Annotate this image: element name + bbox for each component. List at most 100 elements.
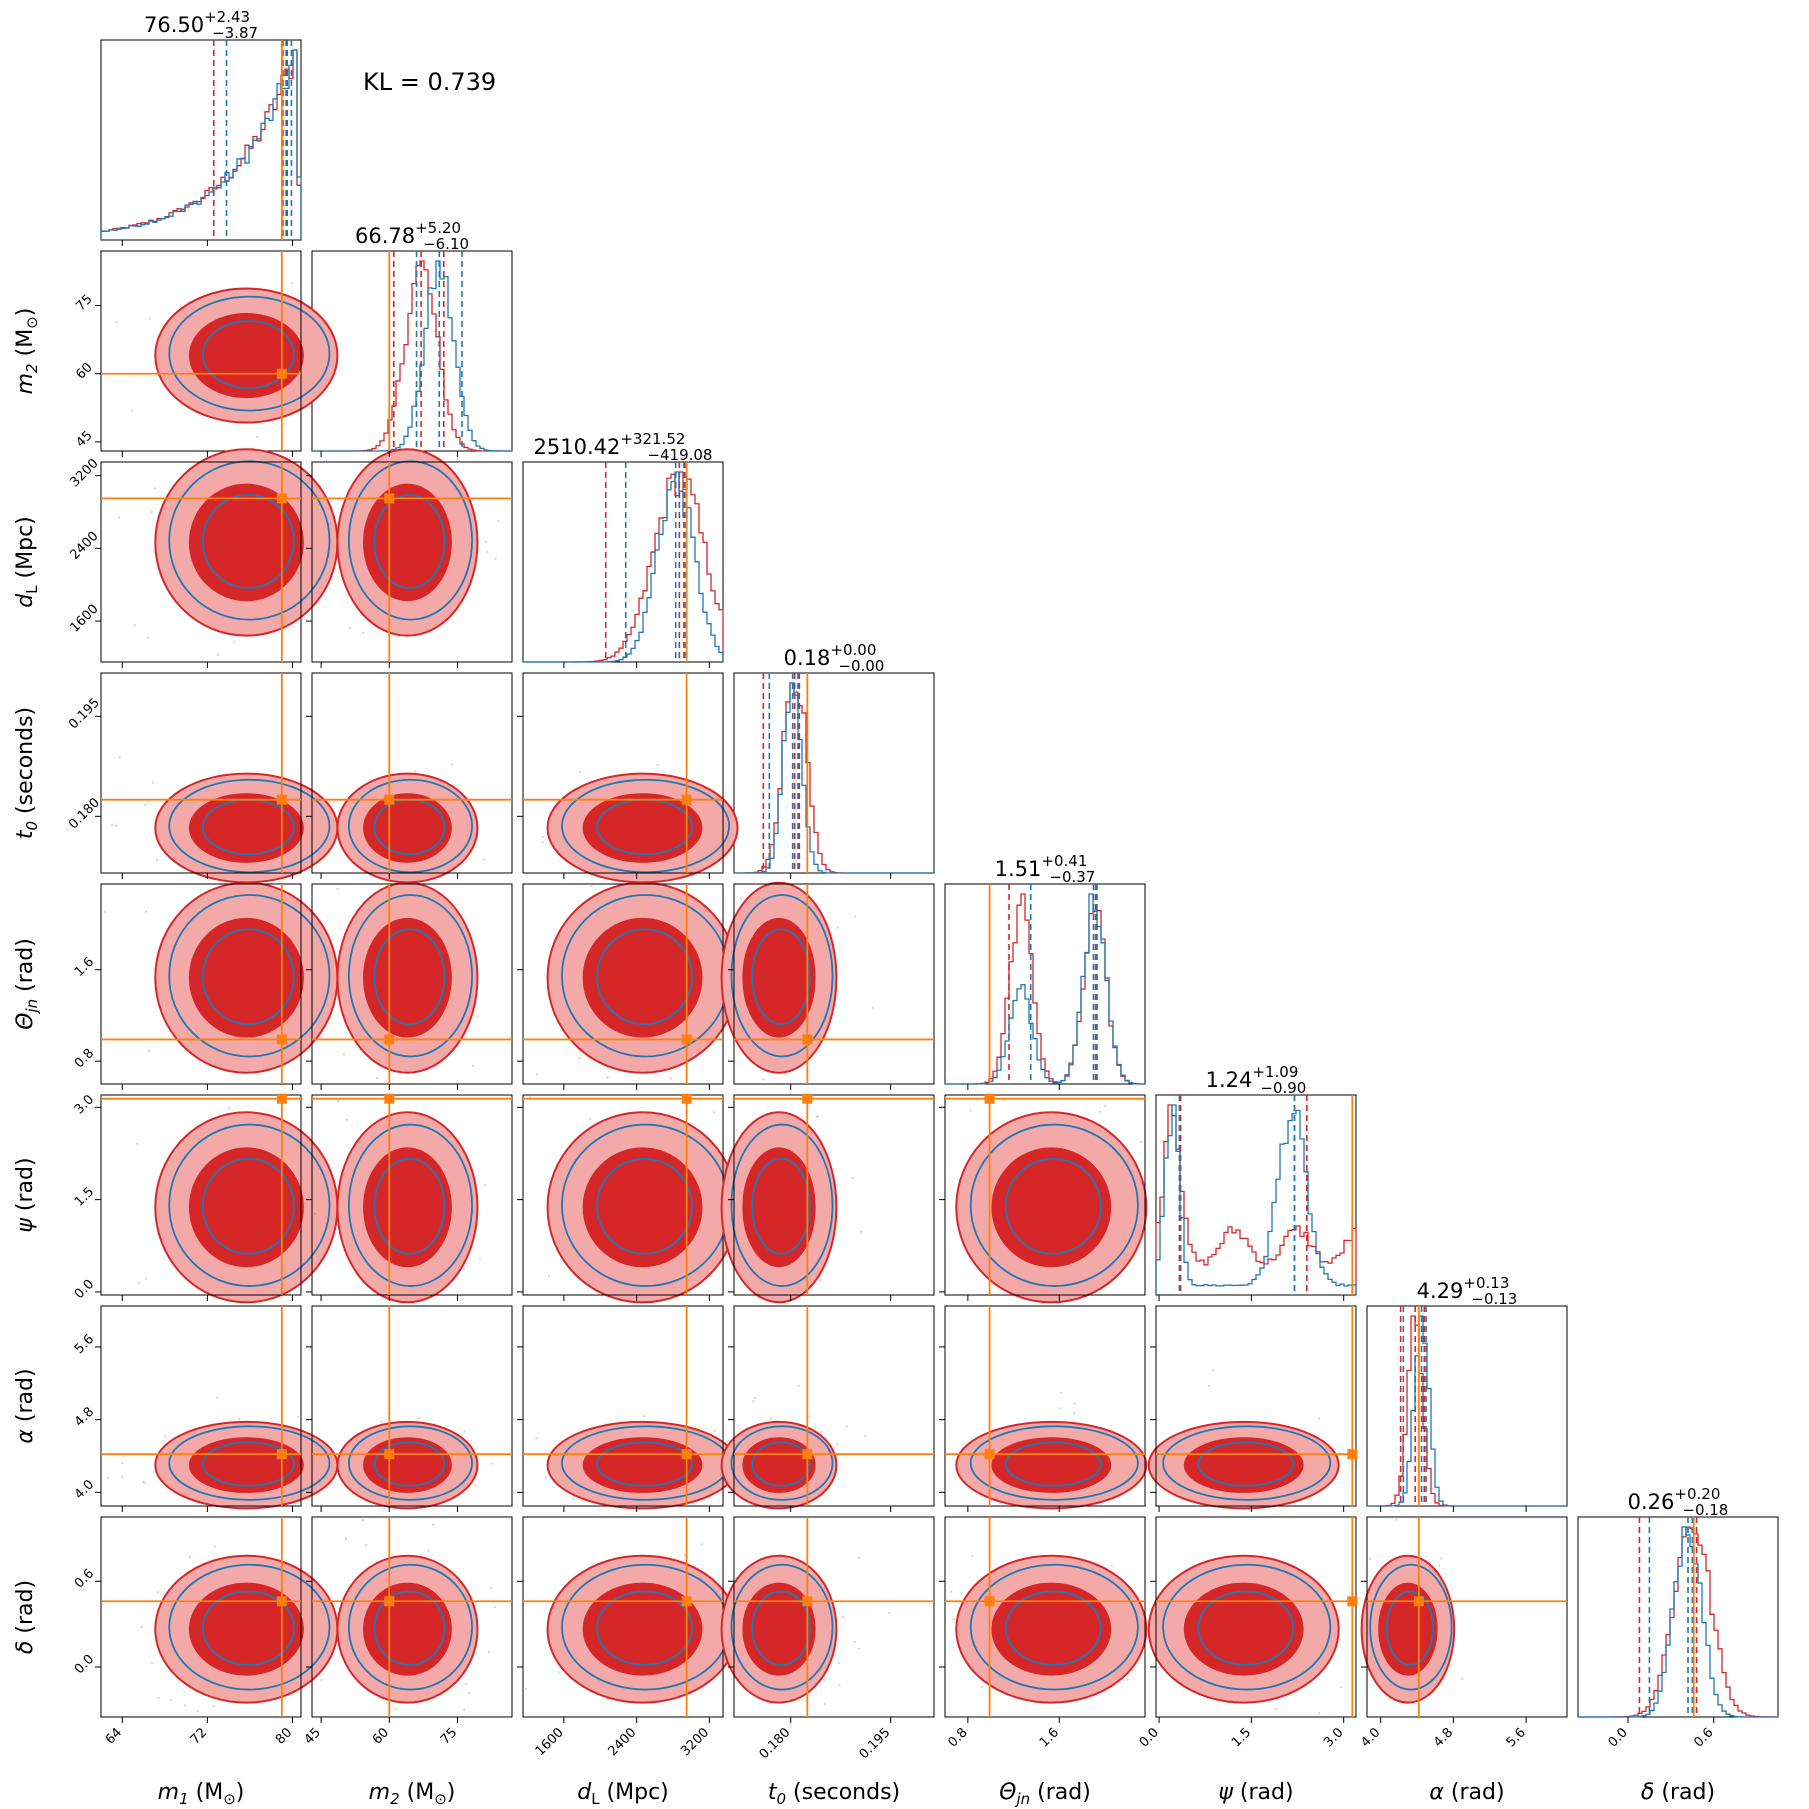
y-tick-label: 3.0 <box>72 1092 97 1117</box>
hist-panel-m1: 76.50+2.43 −3.87 <box>100 8 302 241</box>
x-tick-label: 4.8 <box>1431 1725 1456 1750</box>
truth-marker <box>384 794 395 805</box>
panel-title: 0.18+0.00 −0.00 <box>784 641 885 675</box>
sample-point <box>365 1543 368 1547</box>
y-tick-label: 1.6 <box>72 955 97 980</box>
y-axis-label-theta: Θjn (rad) <box>13 938 41 1030</box>
title-median: 76.50 <box>144 13 204 37</box>
truth-marker <box>1347 1596 1358 1607</box>
contour-outer-run-b <box>1162 1563 1332 1691</box>
histogram-run-a <box>100 49 302 240</box>
contour-inner-run-a <box>582 1147 703 1268</box>
title-minus: −0.18 <box>1682 1501 1728 1519</box>
scatter-panel-psi-vs-theta <box>944 1093 1148 1304</box>
truth-marker <box>384 1034 395 1045</box>
sample-point <box>950 1590 953 1593</box>
title-plus: +0.00 <box>830 641 876 659</box>
truth-marker <box>802 1596 813 1607</box>
axes-frame <box>100 1516 302 1718</box>
sample-point <box>836 993 839 997</box>
sample-point <box>683 1553 686 1557</box>
panel-title: 66.78+5.20 −6.10 <box>355 219 469 253</box>
scatter-panel-delta-vs-alpha <box>1360 1516 1568 1718</box>
sample-point <box>137 1282 141 1285</box>
scatter-panel-psi-vs-m1 <box>100 1093 339 1304</box>
axes-frame <box>1155 1305 1357 1507</box>
sample-point <box>888 1611 891 1615</box>
sample-point <box>348 626 352 630</box>
sample-point <box>589 1117 592 1121</box>
contour-inner-run-a <box>582 793 703 863</box>
truth-marker <box>384 1449 395 1460</box>
contour-outer-run-b <box>347 1563 473 1691</box>
truth-marker <box>802 1034 813 1045</box>
sample-point <box>1368 1557 1372 1560</box>
x-axis-label-psi: ψ (rad) <box>1218 1780 1293 1805</box>
truth-marker <box>1347 1449 1358 1460</box>
axes-frame <box>311 1516 513 1718</box>
sample-point <box>487 1650 491 1654</box>
contour-outer-run-b <box>1162 1425 1332 1501</box>
title-minus: −0.90 <box>1260 1079 1306 1097</box>
x-tick-label: 80 <box>273 1725 295 1747</box>
contour-outer-run-b <box>168 1123 331 1287</box>
y-tick-label: 1600 <box>68 602 102 636</box>
truth-marker <box>984 1093 995 1104</box>
sample-point <box>380 1420 383 1424</box>
contour-inner-run-b <box>1004 1157 1102 1255</box>
sample-point <box>156 1590 160 1594</box>
histogram-run-b <box>1578 1526 1778 1718</box>
contour-inner-run-a <box>188 313 304 399</box>
title-minus: −419.08 <box>647 446 712 464</box>
sample-point <box>1073 1411 1076 1415</box>
axes-frame <box>311 672 513 874</box>
scatter-panel-psi-vs-m2 <box>311 1093 513 1304</box>
axes-frame <box>311 461 513 663</box>
sample-point <box>1395 1518 1398 1521</box>
x-tick-label: 0.180 <box>757 1725 794 1762</box>
truth-marker <box>276 1093 287 1104</box>
scatter-panel-delta-vs-dL <box>522 1516 739 1718</box>
sample-point <box>146 636 150 640</box>
sample-point <box>656 763 659 767</box>
axes-frame <box>311 1305 513 1507</box>
title-minus: −3.87 <box>212 24 258 42</box>
contour-inner-run-a <box>742 1437 816 1493</box>
scatter-panel-delta-vs-psi <box>1147 1516 1358 1718</box>
title-median: 0.18 <box>784 646 831 670</box>
truth-marker <box>276 493 287 504</box>
panel-title: 1.51+0.41 −0.37 <box>995 852 1096 886</box>
axes-frame <box>522 1305 724 1507</box>
contour-outer-run-b <box>969 1123 1139 1287</box>
x-tick-label: 0.195 <box>857 1725 894 1762</box>
axes-frame <box>733 1516 935 1718</box>
sample-point <box>483 1183 487 1187</box>
panel-title: 0.26+0.20 −0.18 <box>1628 1485 1729 1519</box>
sample-point <box>823 1679 826 1682</box>
axes-frame <box>100 1305 302 1507</box>
sample-point <box>1207 1384 1210 1388</box>
sample-point <box>394 1707 397 1711</box>
x-tick-label: 4.0 <box>1358 1725 1383 1750</box>
sample-point <box>150 510 154 514</box>
title-minus: −0.13 <box>1471 1290 1517 1308</box>
sample-point <box>857 1556 861 1559</box>
axes-frame <box>311 883 513 1085</box>
sample-point <box>490 1462 494 1465</box>
contour-outer-run-b <box>730 1563 834 1691</box>
axes-frame <box>944 1094 1146 1296</box>
sample-point <box>375 1076 379 1080</box>
contour-outer-run-b <box>168 894 331 1058</box>
contour-inner-run-b <box>201 1590 295 1666</box>
sample-point <box>483 858 486 861</box>
scatter-panel-delta-vs-m2 <box>311 1516 513 1718</box>
sample-point <box>735 1129 739 1132</box>
x-tick-label: 3.0 <box>1321 1725 1346 1750</box>
scatter-panel-alpha-vs-m1 <box>100 1305 339 1510</box>
y-tick-label: 45 <box>73 428 95 450</box>
contour-inner-run-b <box>751 1157 811 1255</box>
sample-point <box>700 1543 704 1546</box>
sample-point <box>485 550 489 554</box>
sample-point <box>544 1476 548 1479</box>
sample-point <box>133 623 137 627</box>
